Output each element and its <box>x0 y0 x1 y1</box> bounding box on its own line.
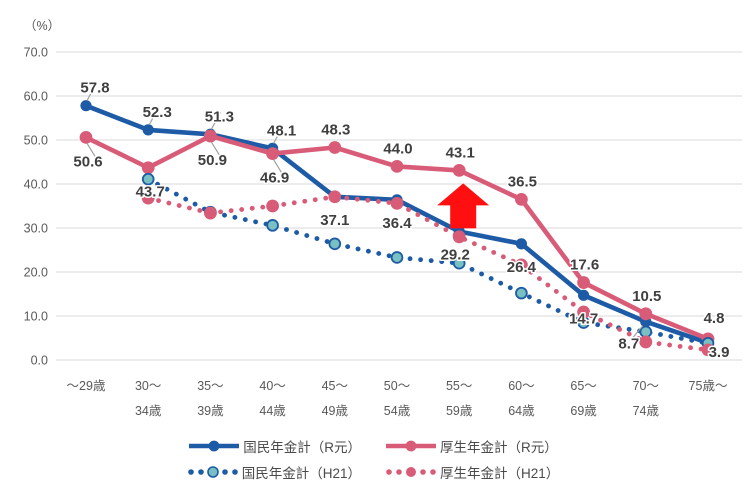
data-point-marker <box>141 161 155 175</box>
chart-legend: 国民年金計（R元） 厚生年金計（R元） 国民年金計（H21） 厚生年金計（H21） <box>0 436 746 482</box>
x-tick-label: ～29歳 <box>67 379 106 393</box>
data-label: 37.1 <box>320 212 349 229</box>
x-tick-label: 60～ 64歳 <box>508 379 535 418</box>
legend-marker-solid-icon <box>386 440 436 452</box>
data-label: 10.5 <box>632 288 661 305</box>
data-label: 57.8 <box>80 80 109 97</box>
x-tick-label: 45～ 49歳 <box>322 379 349 418</box>
data-point-marker <box>452 256 466 270</box>
legend-item-label: 厚生年金計（R元） <box>440 440 558 455</box>
data-point-marker <box>328 237 342 251</box>
legend-item: 厚生年金計（H21） <box>385 462 559 482</box>
data-point-marker <box>515 238 528 250</box>
data-point-marker <box>515 193 528 206</box>
data-point-marker <box>328 190 342 204</box>
data-point-marker <box>390 160 404 173</box>
data-point-marker <box>142 124 154 136</box>
data-label: 3.9 <box>709 344 730 361</box>
data-label: 36.4 <box>382 215 412 232</box>
data-point-marker <box>141 191 155 205</box>
leader-lines <box>86 83 644 339</box>
data-point-marker <box>639 307 653 321</box>
x-tick-label: 75歳～ <box>689 379 728 393</box>
y-tick-label: 40.0 <box>24 178 48 192</box>
x-axis-labels: ～29歳 30～ 34歳 35～ 39歳 40～ 44歳 45～ 49歳 50～ 54歳 55～ 59歳… <box>67 379 728 418</box>
pension-line-chart: 70.0 60.0 50.0 40.0 30.0 20.0 10.0 0.0 ～29歳 30～ 34… <box>24 46 742 418</box>
legend-item: 国民年金計（R元） <box>188 436 361 456</box>
legend-item-label: 国民年金計（H21） <box>241 466 361 481</box>
data-point-marker <box>266 147 279 161</box>
y-tick-label: 70.0 <box>24 46 48 60</box>
legend-row: 国民年金計（H21） 厚生年金計（H21） <box>187 462 559 482</box>
data-label: 43.1 <box>446 144 475 161</box>
data-label: 51.3 <box>205 108 234 125</box>
data-point-marker <box>577 276 590 289</box>
data-label: 43.7 <box>136 184 165 201</box>
x-tick-label: 50～ 54歳 <box>384 379 411 418</box>
y-axis-labels: 70.0 60.0 50.0 40.0 30.0 20.0 10.0 0.0 <box>24 46 48 368</box>
data-label: 48.3 <box>321 121 350 138</box>
data-label: 26.4 <box>507 259 537 276</box>
data-labels: 57.8 52.3 51.3 48.1 37.1 36.4 29.2 26.4 14.7 8.7 3… <box>72 78 731 362</box>
y-tick-label: 50.0 <box>24 134 48 148</box>
series-solid-1 <box>79 129 715 346</box>
data-label: 29.2 <box>441 247 470 264</box>
data-label: 8.7 <box>618 336 639 353</box>
data-point-marker <box>204 206 217 220</box>
data-label: 36.5 <box>508 173 537 190</box>
data-label: 52.3 <box>143 104 172 121</box>
data-point-marker <box>515 286 528 300</box>
y-tick-label: 10.0 <box>24 310 48 324</box>
x-tick-label: 30～ 34歳 <box>135 379 162 418</box>
data-point-marker <box>204 129 217 143</box>
data-point-marker <box>79 130 93 144</box>
legend-marker-dotted-icon <box>187 466 238 478</box>
data-point-marker <box>80 100 92 112</box>
up-arrow-annotation <box>437 183 490 229</box>
series-dotted-3 <box>141 190 715 357</box>
data-label: 4.8 <box>704 310 725 327</box>
legend-marker-solid-icon <box>189 440 240 452</box>
series-dotted-2 <box>141 172 715 350</box>
data-label: 14.7 <box>569 310 598 327</box>
data-label: 17.6 <box>570 257 599 274</box>
y-axis-unit-label: （%） <box>24 19 61 33</box>
legend-marker-dotted-icon <box>386 467 436 477</box>
data-label: 48.1 <box>267 122 296 139</box>
data-point-marker <box>390 196 404 210</box>
legend-item: 国民年金計（H21） <box>187 462 361 482</box>
y-tick-label: 30.0 <box>24 222 48 236</box>
data-label: 44.0 <box>383 140 412 157</box>
data-label: 50.6 <box>73 153 102 170</box>
data-point-marker <box>577 305 590 319</box>
legend-item-label: 国民年金計（R元） <box>243 440 361 455</box>
data-point-marker <box>701 343 715 357</box>
legend-item-label: 厚生年金計（H21） <box>440 466 560 481</box>
y-tick-label: 20.0 <box>24 266 48 280</box>
data-point-marker <box>141 172 155 186</box>
data-point-marker <box>452 230 466 244</box>
legend-row: 国民年金計（R元） 厚生年金計（R元） <box>188 436 558 456</box>
data-point-marker <box>515 258 528 272</box>
data-label: 50.9 <box>198 152 227 169</box>
data-point-marker <box>328 141 342 154</box>
x-tick-label: 35～ 39歳 <box>197 379 224 418</box>
legend-item: 厚生年金計（R元） <box>385 436 558 456</box>
data-point-marker <box>639 335 653 349</box>
data-point-marker <box>266 219 279 232</box>
y-tick-label: 0.0 <box>31 354 48 368</box>
x-tick-label: 70～ 74歳 <box>633 379 660 418</box>
data-point-marker <box>578 289 590 301</box>
data-point-marker <box>390 251 404 264</box>
y-tick-label: 60.0 <box>24 90 48 104</box>
data-point-marker <box>266 199 279 213</box>
x-tick-label: 40～ 44歳 <box>259 379 286 418</box>
x-tick-label: 55～ 59歳 <box>446 379 473 418</box>
data-point-marker <box>452 163 466 177</box>
data-label: 46.9 <box>260 170 289 187</box>
x-tick-label: 65～ 69歳 <box>570 379 597 418</box>
